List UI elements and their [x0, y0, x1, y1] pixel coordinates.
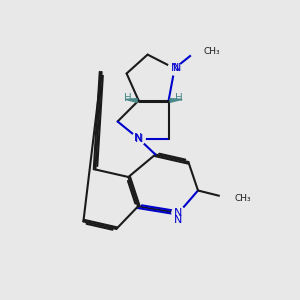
Text: H: H — [175, 93, 183, 103]
Text: H: H — [124, 93, 132, 103]
Text: N: N — [174, 208, 183, 218]
Circle shape — [172, 206, 185, 220]
Circle shape — [132, 132, 145, 145]
Text: N: N — [170, 63, 179, 74]
Circle shape — [220, 192, 231, 203]
Text: N: N — [174, 214, 183, 225]
Polygon shape — [125, 99, 137, 102]
Text: N: N — [173, 63, 181, 74]
Polygon shape — [170, 99, 182, 102]
Circle shape — [190, 46, 201, 57]
Text: CH₃: CH₃ — [204, 47, 220, 56]
Text: N: N — [134, 133, 142, 143]
Text: CH₃: CH₃ — [235, 194, 251, 203]
Text: N: N — [134, 134, 143, 144]
Circle shape — [168, 62, 181, 75]
